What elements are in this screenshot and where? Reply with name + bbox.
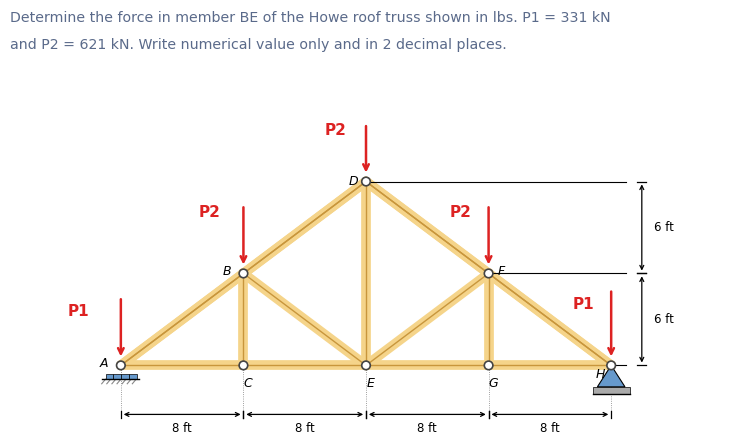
Circle shape [362,361,370,370]
Text: 6 ft: 6 ft [654,221,674,234]
Text: P2: P2 [450,205,472,220]
Text: and P2 = 621 kN. Write numerical value only and in 2 decimal places.: and P2 = 621 kN. Write numerical value o… [10,38,507,52]
Bar [113,374,121,379]
Polygon shape [597,366,625,387]
Circle shape [484,361,493,370]
Text: C: C [244,377,252,390]
Circle shape [239,361,248,370]
Text: 8 ft: 8 ft [295,422,315,435]
Text: P2: P2 [199,205,220,220]
Text: P1: P1 [67,304,89,319]
Circle shape [239,269,248,278]
Bar [129,374,137,379]
Circle shape [484,269,493,278]
Bar [106,374,113,379]
Text: Determine the force in member BE of the Howe roof truss shown in lbs. P1 = 331 k: Determine the force in member BE of the … [10,11,611,25]
Text: F: F [498,265,504,278]
Circle shape [116,361,125,370]
Text: 8 ft: 8 ft [172,422,192,435]
Text: A: A [100,357,108,370]
Text: 8 ft: 8 ft [540,422,559,435]
Text: P2: P2 [325,123,347,138]
Text: G: G [488,377,498,390]
Text: 8 ft: 8 ft [418,422,437,435]
Text: 6 ft: 6 ft [654,313,674,326]
Circle shape [362,177,370,186]
Text: D: D [349,175,359,188]
Text: P1: P1 [573,297,594,312]
Text: H: H [596,368,605,381]
Text: B: B [222,265,231,278]
Circle shape [607,361,615,370]
Bar [122,374,129,379]
Bar [593,387,630,395]
Text: E: E [367,377,374,390]
